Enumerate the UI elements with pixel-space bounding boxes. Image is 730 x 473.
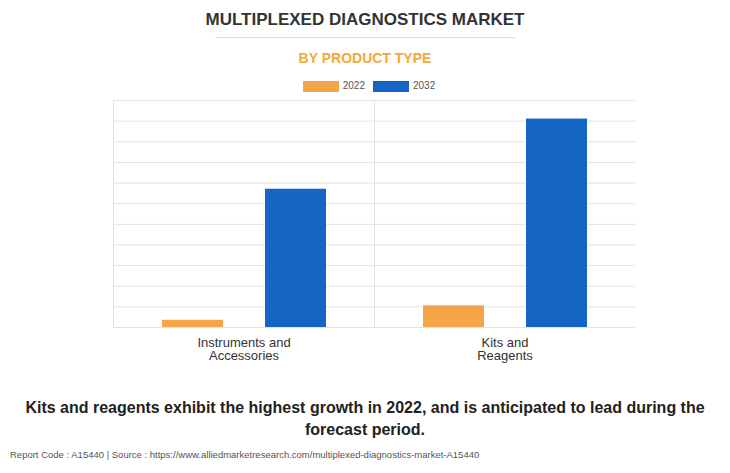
html-text:Kits and reagents exhibit the: Kits and reagents exhibit the highest gr… bbox=[25, 399, 705, 438]
svg-text:Kits andReagents: Kits andReagents bbox=[477, 335, 533, 363]
html-text:2032: 2032 bbox=[413, 80, 436, 91]
html-text:MULTIPLEXED DIAGNOSTICS MARKET: MULTIPLEXED DIAGNOSTICS MARKET bbox=[205, 10, 525, 29]
svg-text:Instruments andAccessories: Instruments andAccessories bbox=[197, 335, 290, 363]
html-text:Report Code : A15440 | Source: Report Code : A15440 | Source : https://… bbox=[10, 449, 480, 460]
html-text:2022: 2022 bbox=[342, 80, 365, 91]
html-text:BY PRODUCT TYPE: BY PRODUCT TYPE bbox=[298, 50, 432, 66]
